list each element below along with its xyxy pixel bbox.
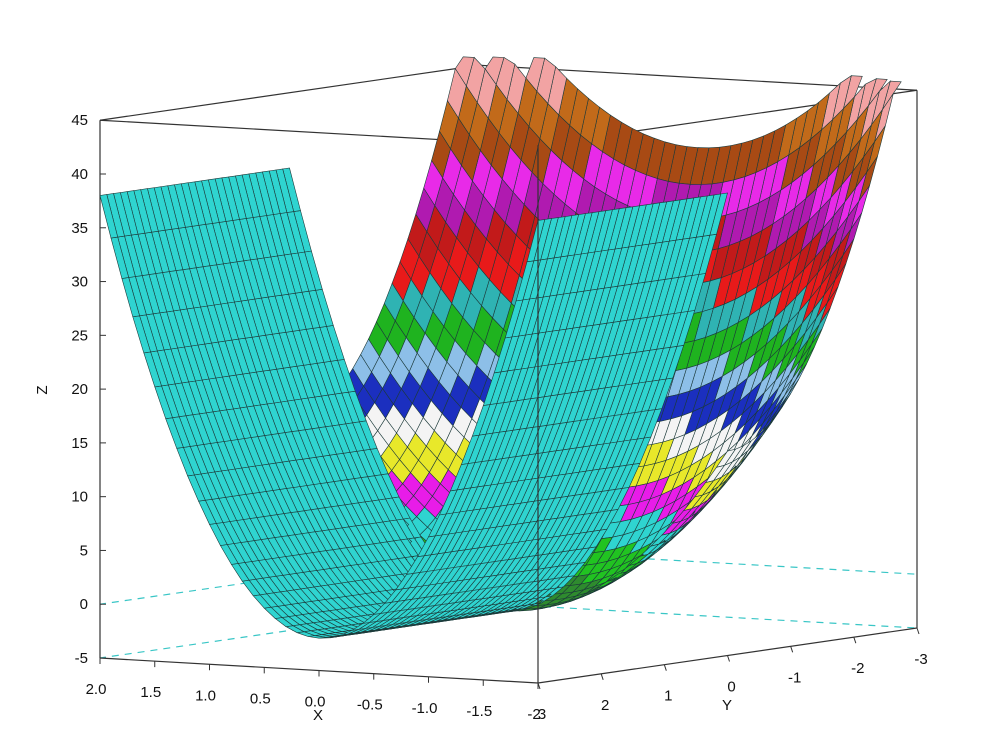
x-tick-label: 0.0 — [305, 694, 326, 711]
y-tick-label: -2 — [851, 660, 864, 677]
y-tick — [663, 664, 667, 671]
x-tick-label: 0.5 — [250, 690, 271, 707]
z-tick-label: 40 — [71, 166, 88, 183]
x-tick-label: -1.5 — [466, 703, 492, 720]
box-edge — [478, 602, 918, 629]
y-tick — [537, 682, 541, 690]
y-tick-label: -3 — [914, 651, 927, 668]
z-tick-label: 20 — [71, 381, 88, 398]
y-tick — [916, 627, 920, 635]
z-tick-label: 35 — [71, 220, 88, 237]
z-tick-label: 25 — [71, 327, 88, 344]
zero-plane-edge — [478, 548, 918, 575]
box-edge — [99, 64, 480, 121]
z-tick-label: 0 — [80, 596, 88, 613]
y-tick-label: 1 — [664, 688, 672, 705]
y-tick — [600, 673, 604, 680]
y-axis-title: Y — [722, 697, 732, 714]
x-tick-label: 1.0 — [195, 687, 216, 704]
z-axis-ticks: -5 0 5 10 15 20 25 30 35 40 45 — [71, 112, 106, 667]
x-axis-ticks: 2.0 1.5 1.0 0.5 0.0 -0.5 -1.0 -1.5 -2 — [86, 658, 541, 723]
y-tick-label: 2 — [601, 697, 609, 714]
x-tick-label: 1.5 — [140, 684, 161, 701]
z-tick-label: 30 — [71, 274, 88, 291]
y-tick-label: 0 — [727, 679, 735, 696]
x-tick-label: 2.0 — [86, 681, 107, 698]
x-axis-title: X — [313, 707, 323, 724]
x-tick-label: -1.0 — [412, 700, 438, 717]
surface-layer — [99, 56, 902, 639]
z-tick-label: 10 — [71, 489, 88, 506]
y-axis-ticks: 3 2 1 0 -1 -2 -3 — [537, 627, 928, 723]
z-tick-label: 5 — [80, 542, 88, 559]
z-tick-label: -5 — [75, 650, 88, 667]
y-tick — [727, 655, 730, 662]
y-tick — [790, 646, 794, 653]
y-tick-label: -1 — [788, 669, 801, 686]
y-tick — [853, 637, 857, 644]
x-tick-label: -0.5 — [357, 697, 383, 714]
z-tick-label: 45 — [71, 112, 88, 129]
y-tick-label: 3 — [538, 706, 546, 723]
z-tick-label: 15 — [71, 435, 88, 452]
cyan-surface-cell — [99, 194, 119, 239]
x-tick-label: -2 — [527, 706, 540, 723]
z-axis-title: Z — [34, 385, 51, 394]
